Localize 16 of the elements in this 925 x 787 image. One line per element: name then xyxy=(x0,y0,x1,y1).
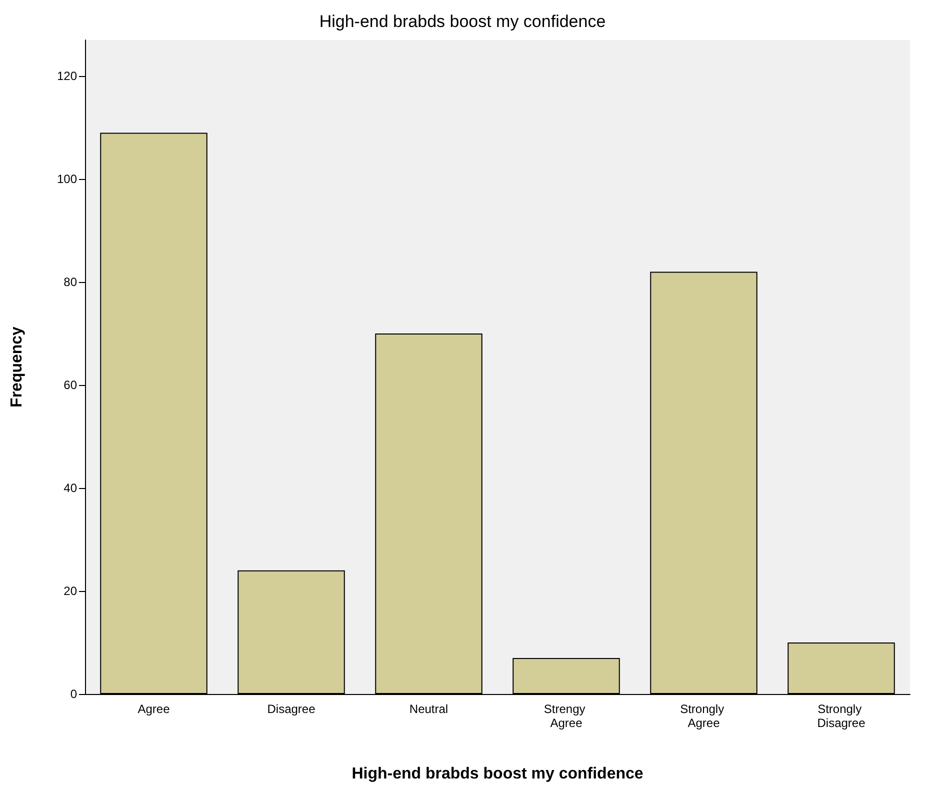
y-tick-label: 40 xyxy=(64,481,78,496)
x-tick-label: Strongly Agree xyxy=(680,702,728,730)
x-tick-label: Disagree xyxy=(267,702,316,716)
x-tick-label: Agree xyxy=(138,702,170,716)
x-tick-label: Neutral xyxy=(409,702,448,716)
y-tick-label: 80 xyxy=(64,275,78,290)
y-tick-label: 60 xyxy=(64,378,78,392)
chart-title: High-end brabds boost my confidence xyxy=(319,12,606,31)
x-axis-title: High-end brabds boost my confidence xyxy=(352,766,644,782)
y-axis-title: Frequency xyxy=(8,326,26,408)
y-tick-label: 120 xyxy=(56,69,78,84)
x-tick-label: Strengy Agree xyxy=(544,702,589,730)
y-tick-label: 20 xyxy=(64,584,78,598)
x-tick-label: Strongly Disagree xyxy=(817,702,866,730)
y-tick-label: 100 xyxy=(56,172,78,186)
y-tick-label: 0 xyxy=(70,687,78,701)
